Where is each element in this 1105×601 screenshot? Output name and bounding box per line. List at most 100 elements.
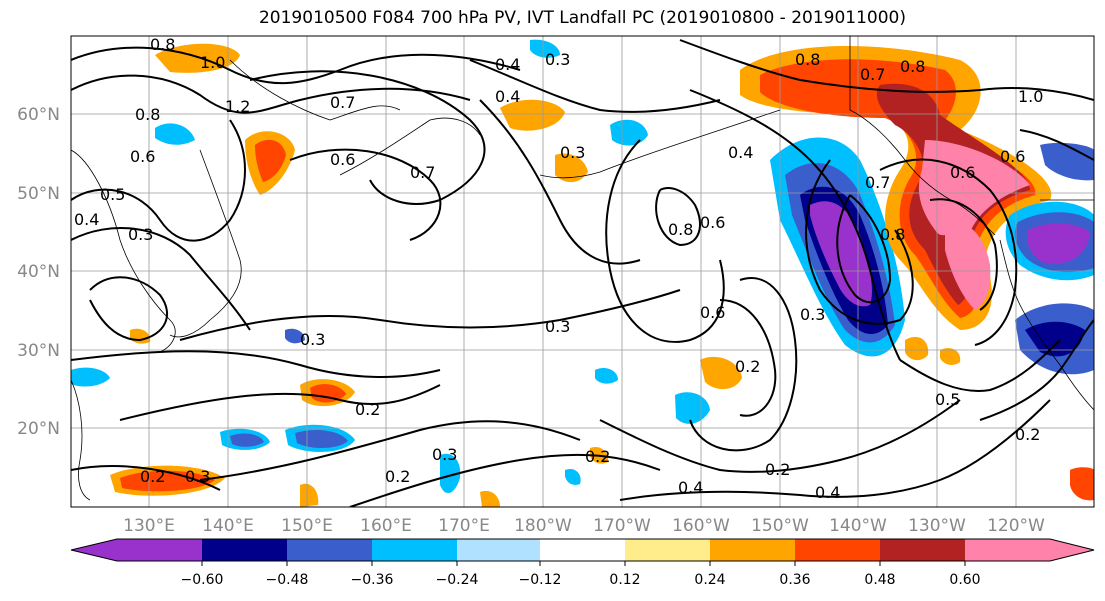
contour-label: 0.2 bbox=[585, 447, 610, 466]
contour-label: 0.3 bbox=[800, 305, 825, 324]
positive-anomaly-region bbox=[555, 153, 588, 183]
colorbar-tick-label: −0.36 bbox=[351, 572, 394, 588]
map-title: 2019010500 F084 700 hPa PV, IVT Landfall… bbox=[258, 8, 906, 28]
contour-label: 0.3 bbox=[128, 225, 153, 244]
positive-anomaly-region bbox=[500, 99, 565, 131]
latitude-axis: 60°N 50°N 40°N 30°N 20°N bbox=[17, 105, 60, 439]
colorbar-segment bbox=[287, 539, 372, 561]
contour-label: 0.8 bbox=[900, 57, 925, 76]
contour-label: 0.3 bbox=[300, 330, 325, 349]
contour-label: 0.4 bbox=[495, 87, 520, 106]
negative-anomaly-region bbox=[295, 429, 348, 449]
colorbar-tick-label: −0.24 bbox=[436, 572, 479, 588]
positive-anomaly-region bbox=[905, 336, 929, 361]
lon-label: 150°E bbox=[281, 516, 333, 536]
contour-label: 0.2 bbox=[140, 467, 165, 486]
contour-label: 0.8 bbox=[135, 105, 160, 124]
contour-label: 0.7 bbox=[410, 163, 435, 182]
negative-anomaly-region bbox=[71, 367, 110, 387]
shaded-field bbox=[71, 39, 1094, 507]
lon-label: 120°W bbox=[987, 516, 1045, 536]
colorbar-segment bbox=[880, 539, 965, 561]
contour-label: 0.6 bbox=[330, 150, 355, 169]
contour-label: 0.6 bbox=[130, 147, 155, 166]
colorbar-segment bbox=[117, 539, 202, 561]
colorbar-tick-label: −0.60 bbox=[181, 572, 224, 588]
colorbar-tick-label: 0.36 bbox=[779, 572, 810, 588]
colorbar-segment bbox=[202, 539, 287, 561]
negative-anomaly-region bbox=[440, 453, 461, 494]
positive-anomaly-region bbox=[310, 384, 346, 403]
pv-contours bbox=[71, 39, 1094, 507]
contour-label: 0.2 bbox=[385, 467, 410, 486]
contour-label: 1.0 bbox=[1018, 87, 1043, 106]
lat-label: 60°N bbox=[17, 105, 60, 125]
colorbar-tick-label: 0.60 bbox=[949, 572, 980, 588]
negative-anomaly-region bbox=[230, 433, 264, 447]
lon-label: 160°W bbox=[672, 516, 730, 536]
colorbar-ticks bbox=[201, 561, 966, 566]
contour-label: 0.2 bbox=[765, 460, 790, 479]
map-frame bbox=[70, 35, 1095, 508]
coastlines bbox=[71, 36, 1094, 501]
positive-anomaly-region bbox=[480, 490, 500, 507]
colorbar-segment bbox=[540, 539, 625, 561]
negative-anomaly-region bbox=[530, 39, 560, 58]
contour-label: 0.8 bbox=[150, 35, 175, 54]
contour-label: 0.6 bbox=[950, 163, 975, 182]
colorbar-max-extension bbox=[1050, 539, 1094, 561]
lat-label: 30°N bbox=[17, 341, 60, 361]
contour-label: 0.3 bbox=[560, 143, 585, 162]
lon-label: 130°E bbox=[123, 516, 175, 536]
colorbar-segment bbox=[795, 539, 880, 561]
positive-anomaly-region bbox=[300, 483, 319, 507]
contour-label: 0.2 bbox=[1015, 425, 1040, 444]
negative-anomaly-region bbox=[565, 468, 581, 485]
contour-label: 0.7 bbox=[860, 65, 885, 84]
contour-label: 0.7 bbox=[865, 173, 890, 192]
negative-anomaly-region bbox=[595, 368, 618, 384]
colorbar-tick-label: −0.12 bbox=[519, 572, 562, 588]
positive-anomaly-region bbox=[940, 348, 961, 365]
graticule bbox=[71, 36, 1094, 507]
contour-label: 0.3 bbox=[432, 445, 457, 464]
colorbar-tick-label: −0.48 bbox=[266, 572, 309, 588]
contour-label: 0.6 bbox=[1000, 147, 1025, 166]
lon-label: 170°W bbox=[593, 516, 651, 536]
negative-anomaly-region bbox=[1027, 223, 1090, 264]
contour-label: 0.2 bbox=[355, 400, 380, 419]
colorbar: −0.60 −0.48 −0.36 −0.24 −0.12 0.12 0.24 … bbox=[70, 538, 1095, 588]
positive-anomaly-region bbox=[1070, 467, 1094, 501]
contour-label: 1.0 bbox=[200, 53, 225, 72]
lon-label: 170°E bbox=[438, 516, 490, 536]
lon-label: 150°W bbox=[751, 516, 809, 536]
lon-label: 140°E bbox=[202, 516, 254, 536]
positive-anomaly-region bbox=[255, 139, 286, 182]
contour-label: 0.3 bbox=[185, 467, 210, 486]
positive-anomaly-region bbox=[700, 356, 742, 390]
positive-anomaly-region bbox=[945, 222, 991, 310]
colorbar-segment bbox=[625, 539, 710, 561]
contour-label: 0.7 bbox=[330, 93, 355, 112]
contour-label: 0.6 bbox=[700, 213, 725, 232]
contour-label: 0.4 bbox=[815, 483, 840, 502]
lat-label: 20°N bbox=[17, 419, 60, 439]
contour-label: 0.4 bbox=[74, 210, 99, 229]
contour-labels: 0.8 1.0 1.2 0.8 0.6 0.5 0.4 0.3 0.7 0.6 … bbox=[74, 35, 1043, 502]
lat-label: 40°N bbox=[17, 262, 60, 282]
colorbar-segment bbox=[710, 539, 795, 561]
contour-label: 0.5 bbox=[935, 390, 960, 409]
negative-anomaly-region bbox=[1025, 321, 1085, 357]
contour-label: 0.2 bbox=[735, 357, 760, 376]
contour-label: 1.2 bbox=[225, 97, 250, 116]
negative-anomaly-region bbox=[155, 123, 195, 145]
contour-label: 0.4 bbox=[728, 143, 753, 162]
contour-label: 0.3 bbox=[545, 317, 570, 336]
contour-label: 0.6 bbox=[700, 303, 725, 322]
colorbar-outline bbox=[70, 538, 1095, 562]
negative-anomaly-region bbox=[610, 119, 648, 146]
contour-label: 0.8 bbox=[880, 225, 905, 244]
contour-label: 0.4 bbox=[678, 478, 703, 497]
colorbar-tick-label: 0.24 bbox=[694, 572, 725, 588]
